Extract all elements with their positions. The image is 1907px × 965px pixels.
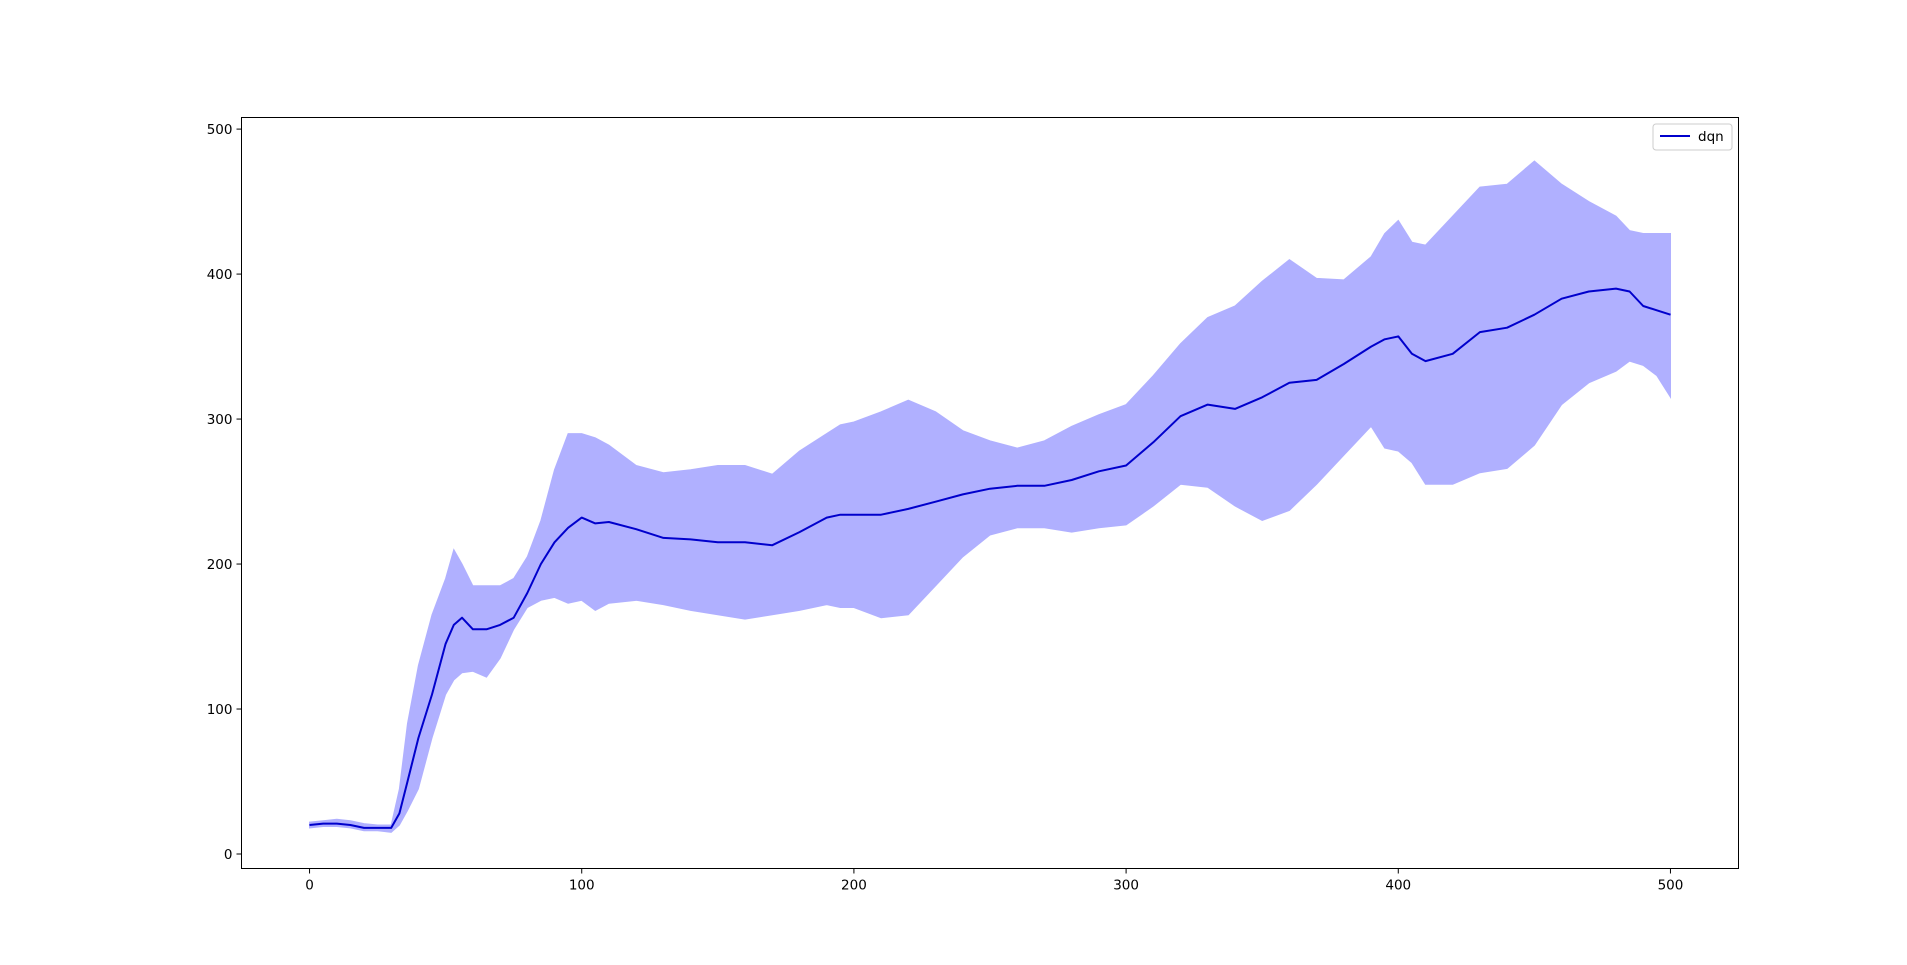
confidence-band-layer	[309, 160, 1671, 833]
y-tick-label: 0	[224, 847, 233, 863]
x-tick-label: 100	[569, 878, 595, 894]
x-tick-label: 0	[305, 878, 314, 894]
y-tick-label: 200	[207, 557, 233, 573]
series-line-layer	[309, 287, 1671, 829]
legend: dqn	[1652, 123, 1733, 151]
x-tick-label: 400	[1385, 878, 1411, 894]
x-tick-label: 200	[841, 878, 867, 894]
x-tick-label: 300	[1113, 878, 1139, 894]
legend-label-dqn: dqn	[1698, 129, 1724, 145]
x-tick-label: 500	[1658, 878, 1684, 894]
y-tick-label: 500	[207, 122, 233, 138]
x-axis: 0 100 200 300 400 500	[305, 868, 1684, 894]
confidence-band-dqn	[309, 160, 1671, 833]
series-line-dqn	[309, 287, 1671, 829]
y-tick-label: 100	[207, 702, 233, 718]
y-tick-label: 300	[207, 412, 233, 428]
legend-box	[1652, 123, 1733, 151]
plot-frame	[241, 117, 1739, 869]
y-axis: 0 100 200 300 400 500	[207, 122, 242, 863]
y-tick-label: 400	[207, 267, 233, 283]
